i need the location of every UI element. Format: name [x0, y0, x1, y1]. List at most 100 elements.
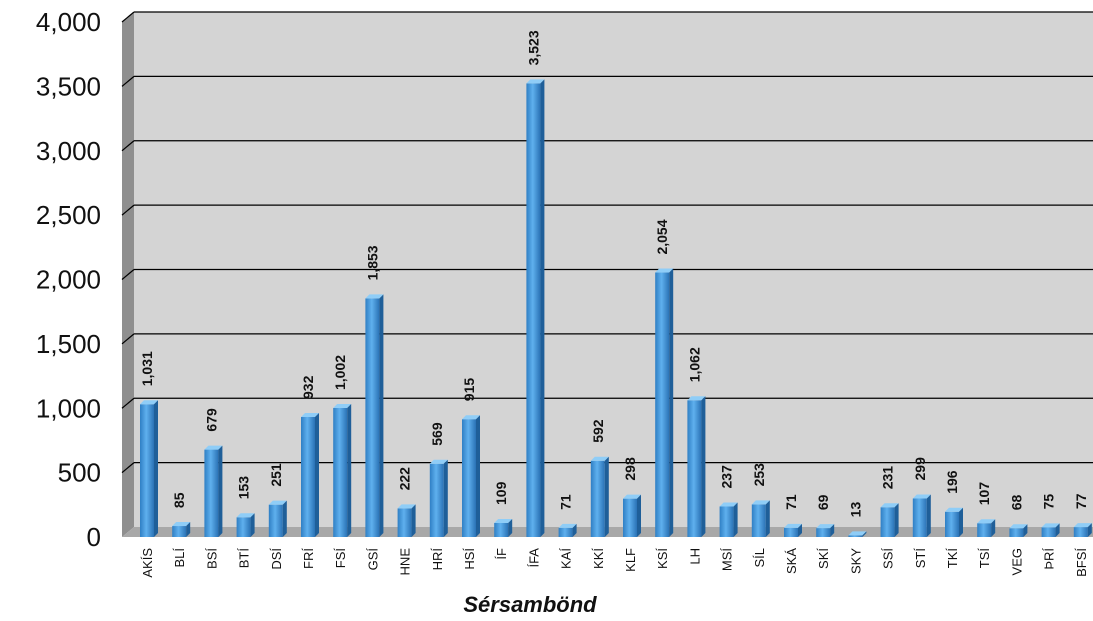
bar [172, 526, 187, 537]
data-label: 3,523 [525, 30, 541, 65]
y-tick-label: 4,000 [36, 7, 101, 37]
data-label: 253 [751, 463, 767, 487]
bar [558, 527, 573, 537]
data-label: 2,054 [654, 219, 670, 254]
x-tick-label: BLÍ [172, 548, 187, 568]
data-label: 77 [1073, 493, 1089, 509]
gridline-wall [121, 269, 135, 280]
x-tick-label: FRÍ [301, 548, 316, 569]
x-tick-label: AKÍS [140, 548, 155, 578]
bar-top [397, 504, 416, 509]
bar [687, 400, 702, 537]
x-tick-label: STÍ [913, 548, 928, 569]
bar [526, 83, 541, 537]
bar-side [218, 445, 223, 537]
bar-top [494, 518, 513, 523]
gridlines [121, 11, 1093, 474]
y-tick-label: 2,000 [36, 265, 101, 295]
bar-side [508, 518, 513, 537]
bar-side [926, 494, 931, 537]
bar-top [655, 268, 674, 273]
bar [1009, 528, 1024, 537]
bar-side [959, 507, 963, 537]
y-tick-label: 500 [58, 458, 101, 488]
x-tick-label: DSÍ [269, 548, 284, 570]
bar [1073, 527, 1088, 537]
bar-side [1087, 523, 1092, 537]
x-tick-label: KLF [623, 548, 638, 572]
x-axis-ticks: AKÍS BLÍ BSÍ BTÍ DSÍ FRÍ FSÍ GSÍ HNE HRÍ HSÍ ÍF ÍFA K… [140, 548, 1089, 578]
bar-top [751, 500, 770, 505]
bar-side [894, 503, 899, 537]
data-label: 109 [493, 481, 509, 505]
x-tick-label: HSÍ [462, 548, 477, 570]
bar-top [848, 531, 867, 536]
x-tick-label: BFSÍ [1074, 548, 1089, 577]
data-label: 1,062 [686, 347, 702, 382]
y-tick-label: 2,500 [36, 200, 101, 230]
bar-side [347, 403, 352, 537]
bar-side [572, 523, 577, 537]
bar [462, 419, 476, 537]
bar-top [333, 403, 352, 408]
data-label: 107 [976, 482, 992, 506]
bar-side [379, 294, 384, 537]
x-tick-label: KSÍ [655, 548, 670, 569]
bar-top [880, 503, 899, 508]
bar-side [186, 522, 191, 537]
x-tick-label: SÍL [752, 548, 767, 568]
x-tick-label: BSÍ [204, 548, 219, 569]
gridline-wall [121, 11, 135, 23]
data-label: 299 [912, 457, 928, 481]
bar-top [784, 523, 802, 528]
bar [365, 298, 380, 537]
x-tick-label: SKÁ [784, 548, 799, 574]
bar-top [301, 413, 319, 418]
gridline-wall [121, 397, 135, 409]
bar-side [991, 519, 996, 537]
x-tick-label: BTÍ [237, 548, 252, 569]
x-tick-label: SKY [848, 548, 863, 574]
bar-top [365, 294, 384, 299]
bar-top [558, 523, 577, 528]
y-axis-ticks: 0 500 1,000 1,500 2,000 2,500 3,000 3,500 4,000 [36, 7, 101, 552]
x-tick-label: ÍFA [526, 548, 541, 568]
bar [848, 535, 863, 537]
data-label: 231 [880, 466, 896, 490]
x-axis-title: Sérsambönd [463, 592, 597, 617]
bar [977, 523, 992, 537]
bar-top [172, 522, 191, 527]
bar-top [462, 415, 480, 420]
x-tick-label: KKÍ [591, 548, 606, 569]
bar-top [140, 400, 158, 405]
bar [816, 528, 831, 537]
bar [912, 498, 927, 537]
data-label: 592 [590, 419, 606, 443]
bar-top [429, 459, 448, 464]
gridline-wall [121, 462, 135, 474]
bar-side [701, 396, 706, 537]
bar-side [250, 513, 255, 537]
x-tick-label: SSÍ [881, 548, 896, 569]
data-label: 251 [268, 463, 284, 487]
x-tick-label: VEG [1009, 548, 1024, 575]
data-label: 679 [203, 408, 219, 432]
bar-side [765, 500, 770, 537]
data-label: 13 [847, 502, 863, 518]
bar [140, 404, 154, 537]
gridline-wall [121, 140, 135, 152]
bar-side [476, 415, 480, 537]
bar-top [687, 396, 706, 401]
y-tick-label: 1,000 [36, 393, 101, 423]
bar [204, 449, 219, 537]
bar-top [623, 494, 641, 499]
y-tick-label: 3,000 [36, 136, 101, 166]
data-label: 222 [397, 467, 413, 491]
bar-side [798, 523, 802, 537]
x-tick-label: TSÍ [977, 548, 992, 569]
data-label: 569 [429, 422, 445, 446]
bar-top [236, 513, 255, 518]
data-label: 153 [236, 476, 252, 500]
x-tick-label: HRÍ [430, 548, 445, 571]
